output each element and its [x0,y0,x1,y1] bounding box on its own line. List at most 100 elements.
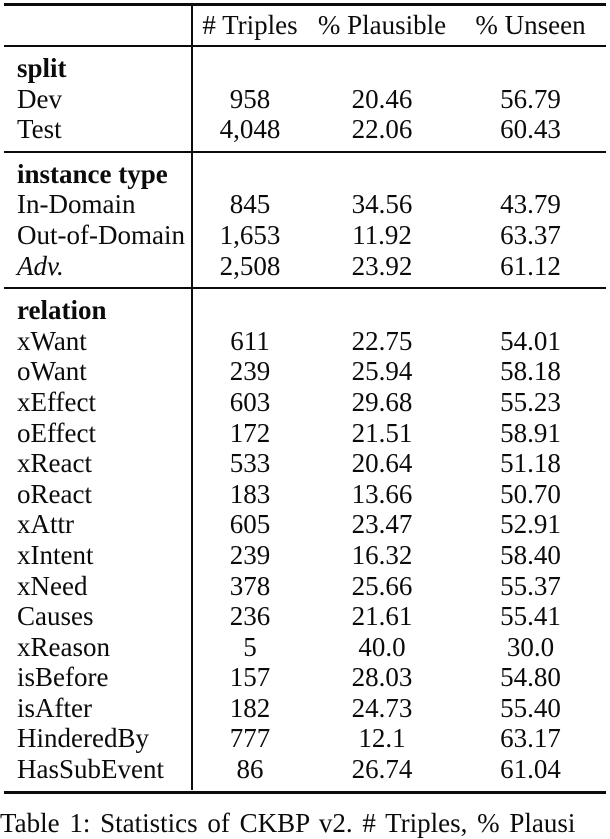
unseen-value: 60.43 [500,114,561,145]
table-row: Out-of-Domain 1,653 11.92 63.37 [4,220,606,251]
section-split: split Dev 958 20.46 56.79 Test 4,048 22.… [4,47,606,151]
triples-value: 603 [229,386,271,417]
unseen-value: 50.70 [500,478,561,509]
unseen-value: 55.40 [500,692,561,723]
table-row: oReact 183 13.66 50.70 [4,479,606,510]
triples-value: 157 [229,662,271,693]
col-header-plausible: % Plausible [317,10,447,40]
row-label: xWant [17,325,87,356]
table-row: isAfter 182 24.73 55.40 [4,693,606,724]
unseen-value: 61.04 [500,754,561,785]
unseen-value: 55.23 [500,386,561,417]
section-name: relation [17,295,107,326]
triples-value: 611 [230,325,270,356]
empty-cell [309,159,455,190]
table-row: xWant 611 22.75 54.01 [4,326,606,357]
empty-cell [191,295,309,326]
plausible-value: 25.66 [351,570,413,601]
triples-value: 2,508 [219,250,281,281]
row-label: In-Domain [17,189,136,220]
table-row: HasSubEvent 86 26.74 61.04 [4,754,606,785]
rule-top [4,3,606,6]
unseen-value: 63.37 [500,219,561,250]
row-label: isBefore [17,662,109,693]
empty-cell [455,53,606,84]
plausible-value: 20.46 [351,83,413,114]
table-row: xReact 533 20.64 51.18 [4,448,606,479]
unseen-value: 52.91 [500,509,561,540]
plausible-value: 20.64 [351,448,413,479]
rule-section-divider [4,150,606,153]
empty-cell [455,159,606,190]
table-row: Causes 236 21.61 55.41 [4,601,606,632]
triples-value: 378 [229,570,271,601]
empty-cell [309,53,455,84]
triples-value: 182 [229,692,271,723]
row-label: xReact [17,448,92,479]
rule-bottom [4,790,606,794]
plausible-value: 23.47 [351,509,413,540]
table-row: xIntent 239 16.32 58.40 [4,540,606,571]
row-label: oEffect [17,417,96,448]
plausible-value: 13.66 [351,478,413,509]
row-label: xNeed [17,570,88,601]
table-row: isBefore 157 28.03 54.80 [4,662,606,693]
unseen-value: 58.91 [500,417,561,448]
plausible-value: 21.51 [351,417,413,448]
triples-value: 958 [229,83,271,114]
triples-value: 533 [229,448,271,479]
plausible-value: 28.03 [351,662,413,693]
plausible-value: 16.32 [351,539,413,570]
plausible-value: 11.92 [352,219,412,250]
row-label: oWant [17,356,87,387]
triples-value: 239 [229,539,271,570]
plausible-value: 22.06 [351,114,413,145]
table-row: In-Domain 845 34.56 43.79 [4,189,606,220]
stats-table: # Triples % Plausible % Unseen split Dev… [4,3,606,794]
empty-cell [309,295,455,326]
row-label: xAttr [17,509,74,540]
header-empty-cell [4,6,191,45]
row-label: Adv. [17,250,64,281]
plausible-value: 25.94 [351,356,413,387]
section-header-row: split [4,53,606,84]
plausible-value: 22.75 [351,325,413,356]
table-row: Test 4,048 22.06 60.43 [4,114,606,145]
unseen-value: 54.80 [500,662,561,693]
unseen-value: 43.79 [500,189,561,220]
triples-value: 183 [229,478,271,509]
unseen-value: 55.41 [500,601,561,632]
plausible-value: 21.61 [351,601,413,632]
row-label: xIntent [17,539,94,570]
col-header-unseen: % Unseen [475,10,586,40]
rule-below-header [4,45,606,47]
triples-value: 239 [229,356,271,387]
table-row: oEffect 172 21.51 58.91 [4,418,606,449]
table-row: HinderedBy 777 12.1 63.17 [4,723,606,754]
triples-value: 86 [236,754,264,785]
triples-value: 845 [229,189,271,220]
unseen-value: 55.37 [500,570,561,601]
triples-value: 5 [243,631,257,662]
table-row: Dev 958 20.46 56.79 [4,84,606,115]
section-relation: relation xWant 611 22.75 54.01 oWant 239… [4,289,606,791]
plausible-value: 24.73 [351,692,413,723]
triples-value: 236 [229,601,271,632]
row-label: Dev [17,83,62,114]
unseen-value: 63.17 [500,723,561,754]
row-label: isAfter [17,692,92,723]
empty-cell [455,295,606,326]
plausible-value: 40.0 [358,631,406,662]
row-label: xReason [17,631,110,662]
table-row: Adv. 2,508 23.92 61.12 [4,251,606,282]
triples-value: 4,048 [219,114,281,145]
triples-value: 777 [229,723,271,754]
table-row: xAttr 605 23.47 52.91 [4,509,606,540]
table-caption: Table 1: Statistics of CKBP v2. # Triple… [0,808,576,838]
triples-value: 605 [229,509,271,540]
col-header-triples: # Triples [202,10,298,40]
unseen-value: 58.40 [500,539,561,570]
plausible-value: 34.56 [351,189,413,220]
plausible-value: 26.74 [351,754,413,785]
section-name: split [17,53,67,83]
